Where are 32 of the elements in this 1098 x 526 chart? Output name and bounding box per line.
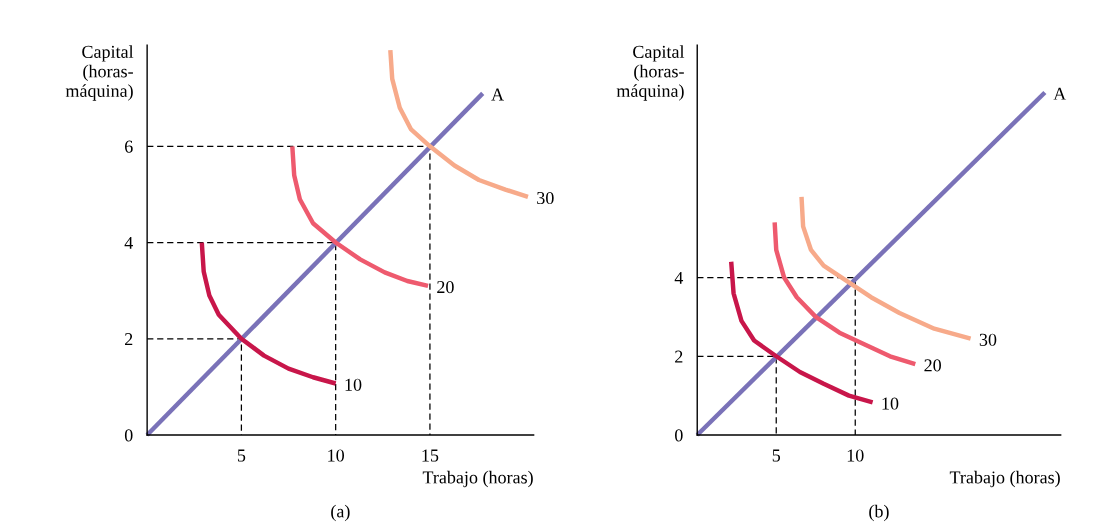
y-tick-label: 4 [674, 271, 684, 284]
y-axis-title: Capital (horas- máquina) [616, 45, 685, 101]
text: (a) [331, 504, 350, 522]
x-axis-title: Trabajo (horas) [949, 470, 1060, 488]
y-tick-label: 6 [124, 140, 133, 153]
y-tick-label: 4 [124, 236, 133, 249]
y-tick-label: 2 [675, 350, 683, 363]
x-tick-label: 5 [772, 449, 781, 462]
x-tick-label: 10 [847, 449, 864, 462]
line-series [799, 194, 973, 341]
series-label: 20 [437, 280, 454, 294]
series-label: 30 [537, 191, 554, 205]
series-label: 20 [924, 359, 941, 372]
text: (b) [869, 504, 889, 522]
series-label: 10 [882, 397, 899, 410]
y-tick-label: 2 [125, 333, 133, 346]
y-axis-title: Capital (horas- máquina) [65, 45, 134, 101]
series-label: 30 [979, 333, 997, 346]
y-tick-label: 0 [675, 429, 683, 442]
series-label: A [491, 88, 504, 101]
line-series [199, 240, 338, 386]
x-tick-label: 5 [237, 449, 246, 462]
line-series [388, 47, 531, 200]
y-tick-label: 0 [124, 429, 133, 442]
x-axis-title: Trabajo (horas) [422, 470, 533, 488]
x-tick-label: 10 [328, 449, 345, 462]
line-series [772, 220, 918, 367]
line-series [290, 144, 431, 289]
x-tick-label: 15 [422, 449, 439, 462]
series-label: A [1053, 87, 1067, 100]
line-series [728, 259, 875, 405]
series-label: 10 [345, 378, 362, 391]
